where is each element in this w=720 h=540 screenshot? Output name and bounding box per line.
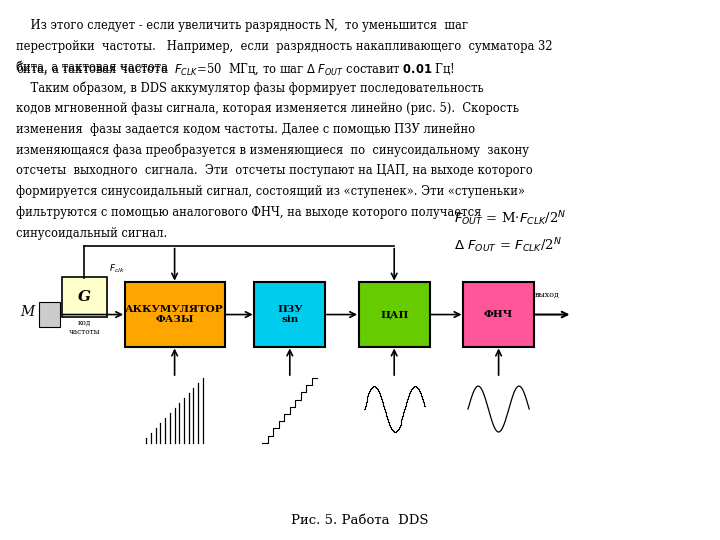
Text: перестройки  частоты.   Например,  если  разрядность накапливающего  сумматора 3: перестройки частоты. Например, если разр… — [16, 40, 552, 53]
Text: Рис. 5. Работа  DDS: Рис. 5. Работа DDS — [292, 514, 428, 526]
FancyBboxPatch shape — [463, 282, 534, 347]
Text: изменения  фазы задается кодом частоты. Далее с помощью ПЗУ линейно: изменения фазы задается кодом частоты. Д… — [16, 123, 475, 136]
Text: G: G — [78, 290, 91, 304]
Text: ФНЧ: ФНЧ — [484, 310, 513, 319]
Text: бита, а тактовая частота  $F_{CLK}$=50  МГц, то шаг $\Delta$ $F_{OUT}$ составит : бита, а тактовая частота $F_{CLK}$=50 МГ… — [16, 60, 455, 77]
Text: синусоидальный сигнал.: синусоидальный сигнал. — [16, 227, 167, 240]
Text: изменяющаяся фаза преобразуется в изменяющиеся  по  синусоидальному  закону: изменяющаяся фаза преобразуется в изменя… — [16, 144, 528, 157]
Text: $\Delta$ $F_{OUT}$ = $F_{CLK}$/2$^{N}$: $\Delta$ $F_{OUT}$ = $F_{CLK}$/2$^{N}$ — [454, 237, 562, 255]
Text: кодов мгновенной фазы сигнала, которая изменяется линейно (рис. 5).  Скорость: кодов мгновенной фазы сигнала, которая и… — [16, 102, 519, 115]
Text: бита, а тактовая частота: бита, а тактовая частота — [16, 60, 175, 73]
Text: формируется синусоидальный сигнал, состоящий из «ступенек». Эти «ступеньки»: формируется синусоидальный сигнал, состо… — [16, 185, 525, 198]
FancyBboxPatch shape — [359, 282, 430, 347]
FancyBboxPatch shape — [125, 282, 225, 347]
Text: Из этого следует - если увеличить разрядность N,  то уменьшится  шаг: Из этого следует - если увеличить разряд… — [16, 19, 468, 32]
FancyBboxPatch shape — [39, 302, 60, 327]
Text: Таким образом, в DDS аккумулятор фазы формирует последовательность: Таким образом, в DDS аккумулятор фазы фо… — [16, 82, 484, 95]
FancyBboxPatch shape — [62, 277, 107, 317]
Text: ЦАП: ЦАП — [380, 310, 408, 319]
Text: $F_{clk}$: $F_{clk}$ — [109, 263, 125, 275]
Text: АККУМУЛЯТОР
ФАЗЫ: АККУМУЛЯТОР ФАЗЫ — [125, 305, 224, 324]
FancyBboxPatch shape — [254, 282, 325, 347]
Text: отсчеты  выходного  сигнала.  Эти  отсчеты поступают на ЦАП, на выходе которого: отсчеты выходного сигнала. Эти отсчеты п… — [16, 164, 533, 178]
Text: ПЗУ
sin: ПЗУ sin — [277, 305, 302, 324]
Text: код
частоты: код частоты — [68, 319, 100, 336]
Text: M: M — [20, 305, 35, 319]
Text: $F_{OUT}$ = M$\cdot$$F_{CLK}$/2$^{N}$: $F_{OUT}$ = M$\cdot$$F_{CLK}$/2$^{N}$ — [454, 210, 566, 228]
Text: фильтруются с помощью аналогового ФНЧ, на выходе которого получается: фильтруются с помощью аналогового ФНЧ, н… — [16, 206, 481, 219]
Text: выход: выход — [535, 291, 560, 298]
